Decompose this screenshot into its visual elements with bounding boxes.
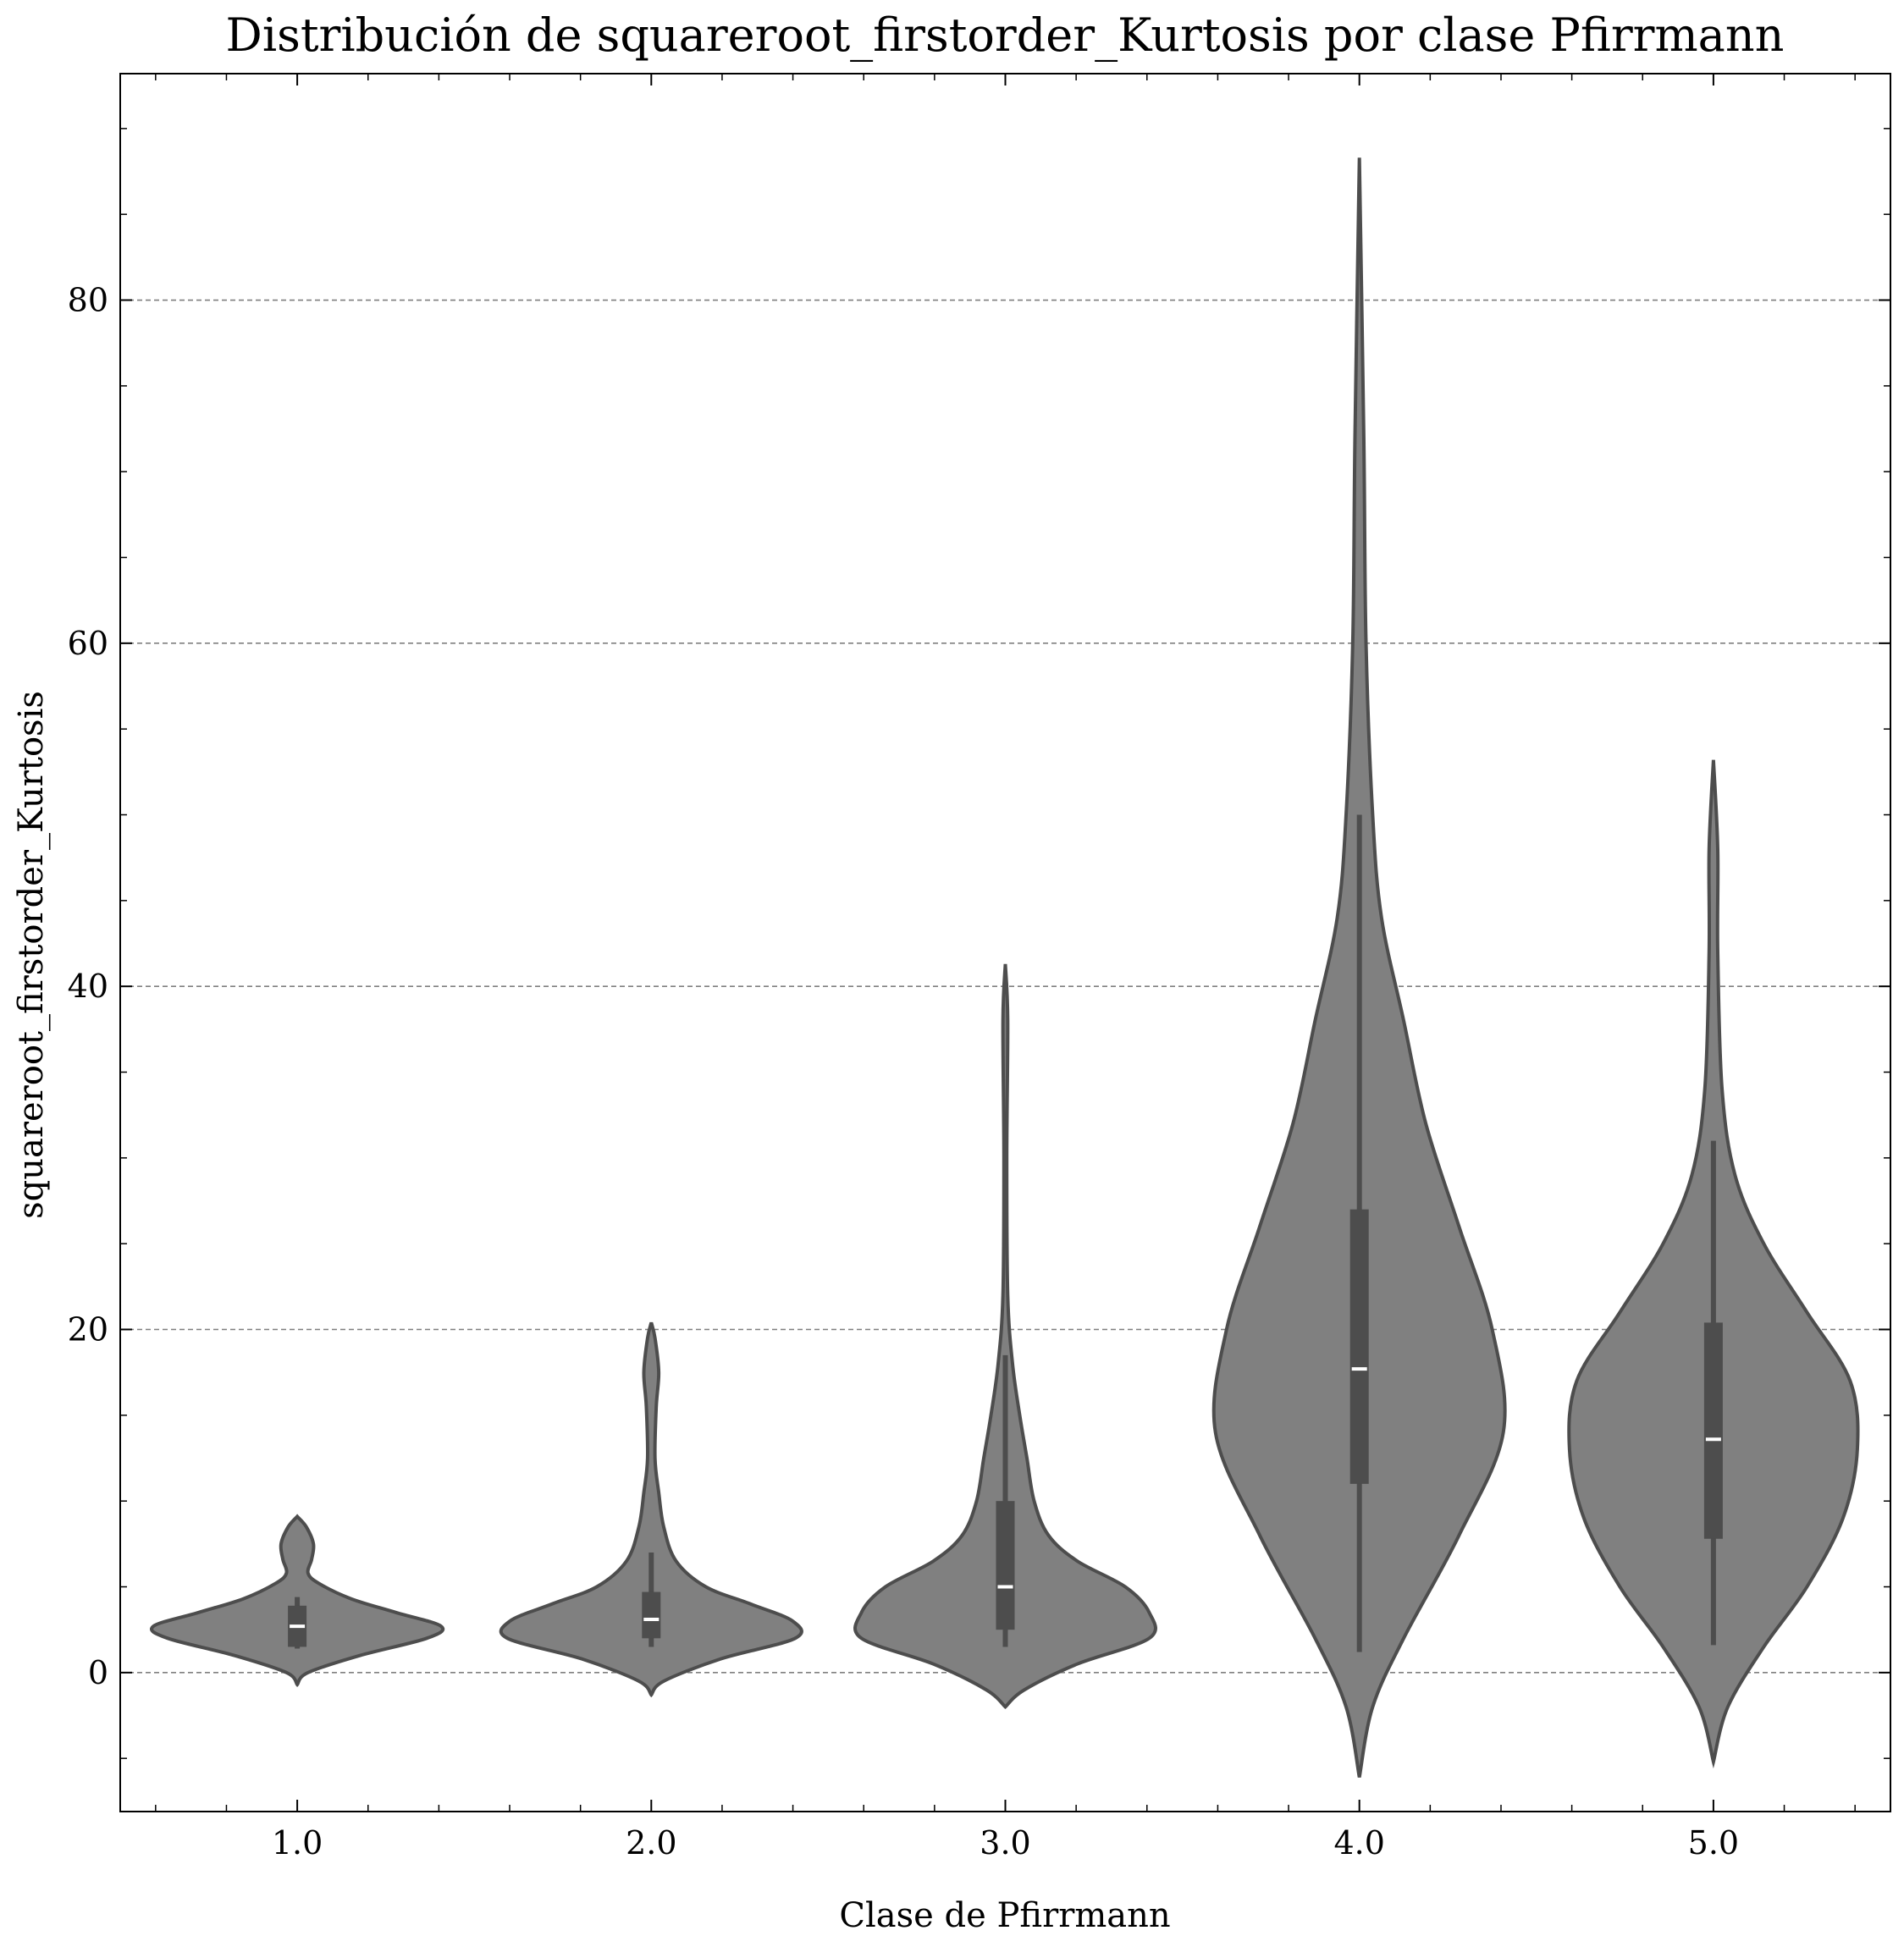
violin-body — [499, 1321, 803, 1698]
x-tick-label: 1.0 — [272, 1824, 323, 1862]
plot-frame — [119, 73, 1891, 1812]
x-tick-label: 5.0 — [1688, 1824, 1739, 1862]
violin-group — [853, 963, 1157, 1710]
y-tick-label: 80 — [68, 282, 108, 319]
violin-group — [499, 1321, 803, 1698]
violin-iqr-box — [996, 1501, 1015, 1630]
chart-title: Distribución de squareroot_firstorder_Ku… — [226, 8, 1785, 62]
violin-group — [1211, 157, 1507, 1778]
violin-body — [853, 963, 1157, 1710]
violin-iqr-box — [1349, 1209, 1369, 1484]
x-tick-label: 2.0 — [626, 1824, 676, 1862]
x-tick-label: 4.0 — [1333, 1824, 1384, 1862]
y-tick-label: 40 — [68, 968, 108, 1005]
y-tick-label: 20 — [68, 1311, 108, 1349]
y-axis-label: squareroot_firstorder_Kurtosis — [12, 691, 51, 1219]
tick-layer: 0 20 40 60 80 1.0 2.0 3.0 4.0 5.0 — [68, 74, 1890, 1862]
x-tick-label: 3.0 — [980, 1824, 1030, 1862]
violin-group — [149, 1514, 445, 1688]
violin-iqr-box — [1703, 1322, 1723, 1539]
violin-group — [1567, 759, 1860, 1769]
x-axis-label: Clase de Pfirrmann — [839, 1896, 1170, 1935]
y-tick-label: 0 — [88, 1654, 108, 1691]
y-tick-label: 60 — [68, 625, 108, 662]
violin-layer — [149, 157, 1860, 1778]
violin-iqr-box — [642, 1591, 661, 1639]
